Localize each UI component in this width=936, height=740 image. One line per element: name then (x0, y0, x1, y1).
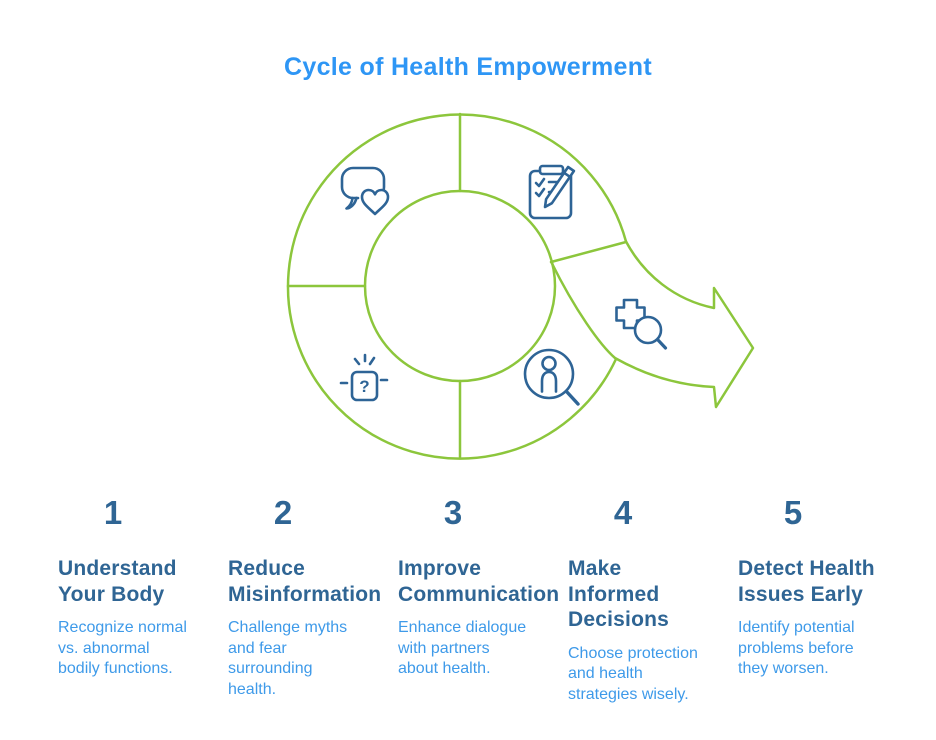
step-description: Challenge myths and fear surrounding hea… (228, 619, 348, 699)
question-glyph: ? (359, 377, 369, 396)
step-description: Identify potential problems before they … (738, 619, 855, 678)
chat-heart-icon (340, 166, 390, 216)
step-number: 3 (443, 494, 463, 531)
step-number: 2 (273, 494, 293, 531)
step-description: Recognize normal vs. abnormal bodily fun… (58, 619, 187, 678)
cycle-ring (286, 112, 628, 460)
step-heading: Reduce Misinformation (228, 557, 382, 606)
step-heading: Understand Your Body (58, 557, 177, 606)
cycle-exit-arrow (550, 240, 755, 409)
step-number: 5 (783, 494, 803, 531)
person-magnifier-icon (523, 348, 580, 406)
page-title: Cycle of Health Empowerment (284, 53, 652, 81)
step-description: Choose protection and health strategies … (568, 644, 698, 704)
step-heading: Improve Communication (398, 557, 560, 606)
question-box-icon: ? (339, 353, 389, 402)
step-heading: Make Informed Decisions (568, 557, 670, 632)
clipboard-checklist-pencil-icon (528, 164, 576, 220)
cycle-diagram: ? (286, 112, 755, 460)
medical-cross-search-icon (615, 298, 668, 350)
step-column-5: 5 Detect Health Issues Early Identify po… (738, 496, 888, 706)
step-description: Enhance dialogue with partners about hea… (398, 619, 527, 678)
step-column-2: 2 Reduce Misinformation Challenge myths … (228, 494, 382, 706)
steps-row: 1 Understand Your Body Recognize normal … (58, 496, 888, 706)
step-column-4: 4 Make Informed Decisions Choose protect… (568, 496, 718, 706)
step-number: 4 (613, 494, 633, 531)
step-number: 1 (103, 494, 123, 531)
step-column-3: 3 Improve Communication Enhance dialogue… (398, 494, 560, 706)
step-column-1: 1 Understand Your Body Recognize normal … (58, 496, 208, 706)
step-heading: Detect Health Issues Early (738, 557, 875, 606)
